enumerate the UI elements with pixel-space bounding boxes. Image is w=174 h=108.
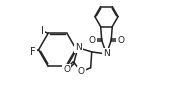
Text: O: O xyxy=(117,36,124,45)
Text: N: N xyxy=(75,43,81,52)
Text: F: F xyxy=(30,47,36,57)
Text: O: O xyxy=(89,36,96,45)
Text: N: N xyxy=(103,49,110,59)
Text: O: O xyxy=(78,67,85,76)
Text: I: I xyxy=(41,26,44,36)
Text: O: O xyxy=(63,65,70,74)
